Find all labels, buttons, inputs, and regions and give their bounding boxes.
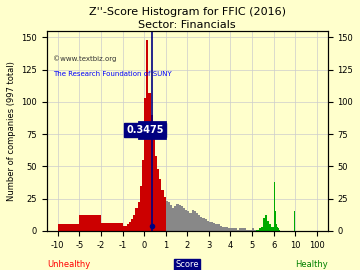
Y-axis label: Number of companies (997 total): Number of companies (997 total) bbox=[7, 61, 16, 201]
Bar bbox=[230, 228, 233, 231]
Bar bbox=[79, 215, 101, 231]
Bar bbox=[215, 224, 217, 231]
Bar bbox=[200, 217, 202, 231]
Bar bbox=[176, 204, 179, 231]
Bar bbox=[148, 93, 150, 231]
Bar bbox=[235, 228, 237, 231]
Bar bbox=[220, 226, 222, 231]
Bar bbox=[278, 228, 279, 231]
Bar bbox=[166, 201, 168, 231]
Bar bbox=[168, 202, 170, 231]
Bar bbox=[163, 197, 166, 231]
Bar bbox=[196, 213, 198, 231]
Bar bbox=[271, 227, 274, 231]
Bar bbox=[187, 211, 189, 231]
Bar bbox=[133, 215, 135, 231]
Bar bbox=[161, 190, 163, 231]
Bar bbox=[254, 230, 256, 231]
Bar bbox=[275, 211, 276, 231]
Bar bbox=[127, 224, 129, 231]
Bar bbox=[135, 208, 138, 231]
Text: Score: Score bbox=[175, 260, 199, 269]
Bar bbox=[277, 226, 278, 231]
Bar bbox=[194, 211, 196, 231]
Bar bbox=[265, 215, 267, 231]
Title: Z''-Score Histogram for FFIC (2016)
Sector: Financials: Z''-Score Histogram for FFIC (2016) Sect… bbox=[89, 7, 286, 30]
Bar bbox=[192, 210, 194, 231]
Bar bbox=[131, 219, 133, 231]
Bar bbox=[150, 115, 153, 231]
Bar bbox=[181, 206, 183, 231]
Bar bbox=[183, 208, 185, 231]
Bar bbox=[226, 227, 228, 231]
Bar bbox=[258, 228, 261, 231]
Bar bbox=[269, 224, 271, 231]
Bar bbox=[207, 221, 209, 231]
Bar bbox=[153, 138, 155, 231]
Bar bbox=[250, 230, 252, 231]
Text: The Research Foundation of SUNY: The Research Foundation of SUNY bbox=[53, 71, 171, 77]
Bar bbox=[243, 228, 246, 231]
Bar bbox=[185, 210, 187, 231]
Bar bbox=[276, 224, 277, 231]
Bar bbox=[209, 222, 211, 231]
Bar bbox=[211, 222, 213, 231]
Bar bbox=[122, 226, 125, 231]
Bar bbox=[189, 213, 192, 231]
Bar bbox=[58, 224, 79, 231]
Bar bbox=[233, 228, 235, 231]
Bar bbox=[198, 215, 200, 231]
Text: Unhealthy: Unhealthy bbox=[47, 260, 90, 269]
Bar bbox=[246, 230, 248, 231]
Bar bbox=[144, 98, 146, 231]
Bar bbox=[157, 169, 159, 231]
Bar bbox=[159, 179, 161, 231]
Bar bbox=[241, 228, 243, 231]
Bar bbox=[140, 186, 142, 231]
Bar bbox=[129, 222, 131, 231]
Bar bbox=[261, 227, 263, 231]
Bar bbox=[213, 223, 215, 231]
Bar bbox=[204, 219, 207, 231]
Bar bbox=[170, 205, 172, 231]
Bar bbox=[274, 182, 275, 231]
Bar bbox=[294, 211, 295, 231]
Text: ©www.textbiz.org: ©www.textbiz.org bbox=[53, 55, 116, 62]
Bar bbox=[222, 227, 224, 231]
Bar bbox=[125, 226, 127, 231]
Bar bbox=[101, 223, 122, 231]
Bar bbox=[228, 228, 230, 231]
Bar bbox=[237, 230, 239, 231]
Bar bbox=[146, 40, 148, 231]
Bar bbox=[263, 218, 265, 231]
Bar bbox=[155, 156, 157, 231]
Bar bbox=[202, 218, 204, 231]
Text: 0.3475: 0.3475 bbox=[126, 125, 164, 135]
Bar bbox=[172, 208, 174, 231]
Bar bbox=[252, 228, 254, 231]
Bar bbox=[267, 221, 269, 231]
Bar bbox=[174, 206, 176, 231]
Bar bbox=[248, 230, 250, 231]
Bar bbox=[256, 230, 258, 231]
Bar bbox=[279, 230, 280, 231]
Bar bbox=[179, 205, 181, 231]
Bar bbox=[224, 227, 226, 231]
Bar bbox=[138, 202, 140, 231]
Bar bbox=[239, 228, 241, 231]
Bar bbox=[142, 160, 144, 231]
Text: Healthy: Healthy bbox=[295, 260, 328, 269]
Bar bbox=[217, 224, 220, 231]
